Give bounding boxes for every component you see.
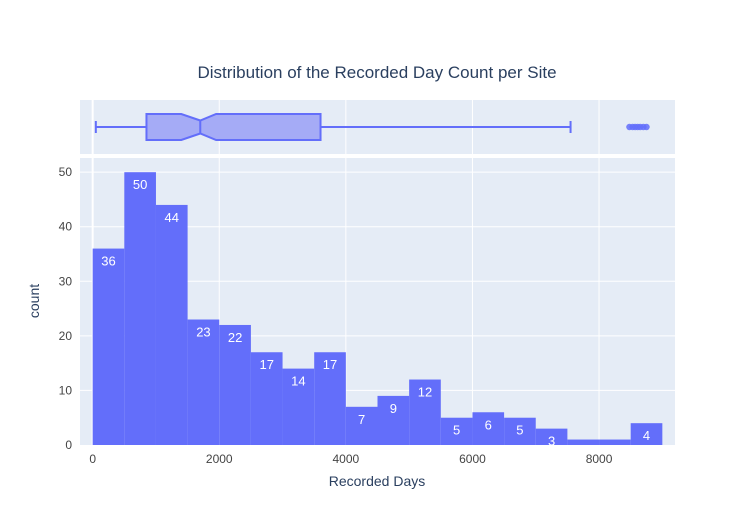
x-tick-label: 8000: [586, 452, 613, 466]
x-tick-label: 0: [89, 452, 96, 466]
y-axis-tick-labels: 0 10 20 30 40 50: [59, 165, 73, 452]
x-axis-tick-labels: 0 2000 4000 6000 8000: [89, 452, 612, 466]
bar-label: 12: [418, 385, 432, 400]
bar-label: 9: [390, 401, 397, 416]
chart-title: Distribution of the Recorded Day Count p…: [197, 63, 556, 82]
bar-label: 1: [580, 445, 587, 460]
histogram-bar: [345, 406, 378, 445]
x-axis-label: Recorded Days: [329, 473, 426, 489]
bar-label: 22: [228, 330, 242, 345]
bar-label: 50: [133, 177, 147, 192]
bar-label: 23: [196, 325, 210, 340]
x-tick-label: 4000: [332, 452, 359, 466]
y-tick-label: 50: [59, 165, 73, 179]
bar-label: 44: [165, 210, 179, 225]
y-tick-label: 20: [59, 329, 73, 343]
bar-label: 5: [516, 423, 523, 438]
bar-label: 17: [323, 357, 337, 372]
box-outlier-point: [643, 123, 650, 131]
bar-label: 1: [611, 445, 618, 460]
bar-label: 5: [453, 423, 460, 438]
y-tick-label: 10: [59, 383, 73, 397]
histogram-bar: [409, 379, 441, 445]
marginal-box-plot: [94, 113, 650, 141]
histogram-bar: [535, 428, 568, 445]
histogram-bar: [219, 324, 251, 445]
histogram-bar: [92, 248, 125, 445]
histogram-bar: [567, 439, 600, 445]
bar-label: 36: [101, 254, 115, 269]
histogram-bar: [377, 395, 410, 445]
histogram-bar: [630, 423, 663, 445]
bar-label: 6: [485, 417, 492, 432]
box-iqr-notched: [145, 113, 322, 141]
bar-label: 4: [643, 428, 650, 443]
histogram-bar: [440, 417, 473, 445]
histogram-bar: [282, 368, 315, 445]
y-axis-label: count: [26, 284, 42, 318]
y-tick-label: 0: [65, 438, 72, 452]
histogram-bar: [472, 412, 505, 445]
histogram-bar: [187, 319, 220, 445]
y-tick-label: 30: [59, 274, 73, 288]
histogram-bar: [599, 439, 631, 445]
bar-label: 17: [259, 357, 273, 372]
bar-label: 14: [291, 374, 305, 389]
histogram-bar: [314, 352, 346, 445]
histogram-bar: [124, 172, 156, 445]
x-tick-label: 2000: [206, 452, 233, 466]
y-tick-label: 40: [59, 220, 73, 234]
bar-label: 7: [358, 412, 365, 427]
histogram-bars: [92, 172, 663, 445]
histogram-bar: [504, 417, 536, 445]
x-tick-label: 6000: [459, 452, 486, 466]
histogram-bar: [155, 204, 188, 445]
histogram-bar: [250, 352, 283, 445]
bar-label: 3: [548, 434, 555, 449]
